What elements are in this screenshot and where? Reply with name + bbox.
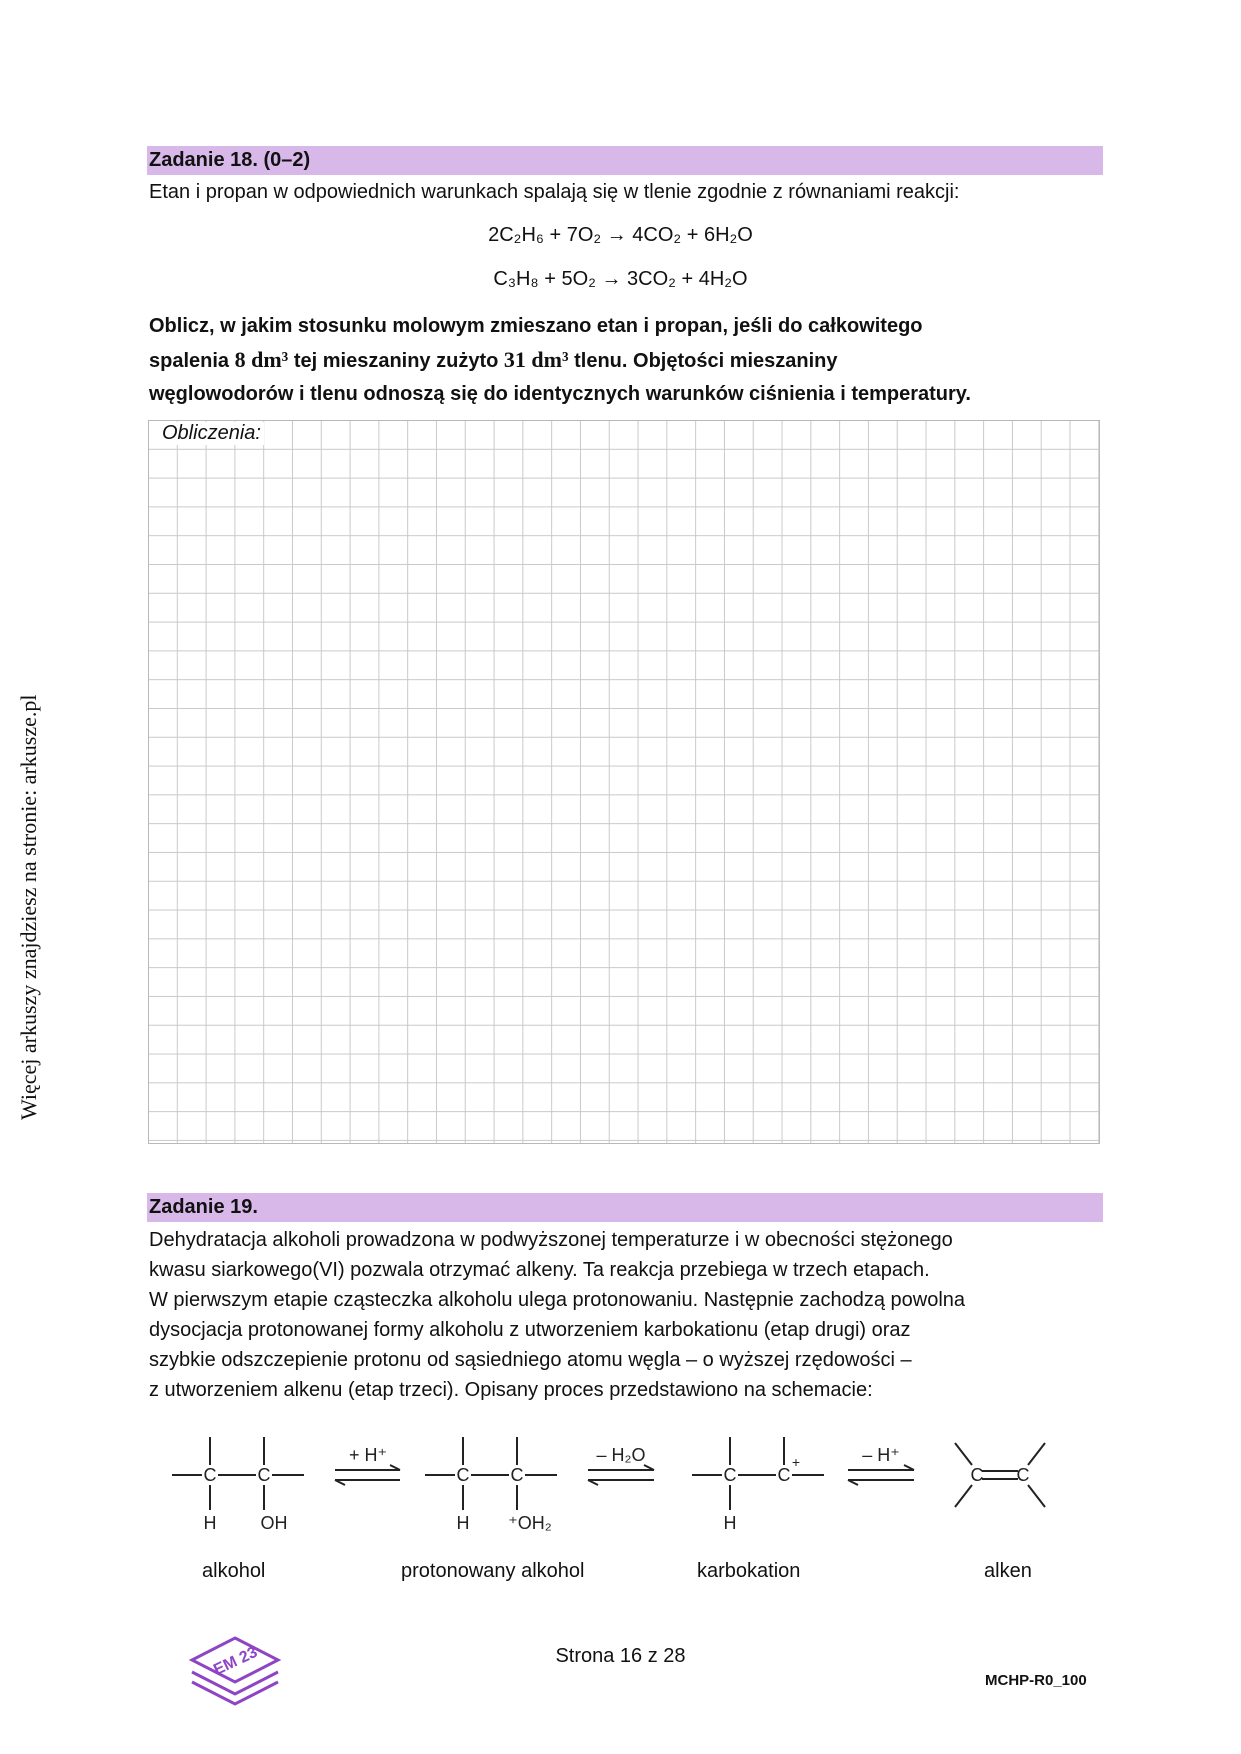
atom-h: H	[204, 1513, 217, 1533]
task18-question: Oblicz, w jakim stosunku molowym zmiesza…	[149, 310, 1109, 411]
task19-text: Dehydratacja alkoholi prowadzona w podwy…	[149, 1225, 1109, 1405]
atom-c: C	[511, 1465, 524, 1485]
label-alkene: alken	[984, 1560, 1032, 1582]
equation-propane: C₃H₈ + 5O₂ → 3CO₂ + 4H₂O	[493, 268, 748, 290]
question-line-2: spalenia 8 dm³ tej mieszaniny zużyto 31 …	[149, 343, 1109, 378]
task19-line: Dehydratacja alkoholi prowadzona w podwy…	[149, 1229, 953, 1251]
exam-code: MCHP-R0_100	[985, 1672, 1087, 1689]
question-line-3: węglowodorów i tlenu odnoszą się do iden…	[149, 383, 971, 405]
atom-c: C	[457, 1465, 470, 1485]
arrow-label-deproton: – H⁺	[862, 1445, 900, 1465]
q2-volume-oxygen: 31 dm³	[503, 347, 569, 372]
dehydration-scheme: C C H OH C C H ⁺OH₂ C C + H C C + H⁺ – H…	[172, 1437, 1046, 1533]
calc-label: Obliczenia:	[159, 422, 264, 445]
side-note: Więcej arkuszy znajdziesz na stronie: ar…	[12, 640, 52, 1120]
task19-line: szybkie odszczepienie protonu od sąsiedn…	[149, 1349, 912, 1371]
equation-ethane: 2C₂H₆ + 7O₂ → 4CO₂ + 6H₂O	[488, 224, 753, 246]
atom-h: H	[724, 1513, 737, 1533]
atom-c: C	[971, 1465, 984, 1485]
q2-volume-mixture: 8 dm³	[234, 347, 289, 372]
label-protonated-alcohol: protonowany alkohol	[401, 1560, 585, 1582]
q2c: tej mieszaniny zużyto	[288, 350, 504, 372]
label-alcohol: alkohol	[202, 1560, 266, 1582]
task19-line: z utworzeniem alkenu (etap trzeci). Opis…	[149, 1379, 873, 1401]
exam-logo: EM 23	[188, 1636, 282, 1706]
task19-line: kwasu siarkowego(VI) pozwala otrzymać al…	[149, 1259, 930, 1281]
atom-c: C	[204, 1465, 217, 1485]
side-note-text: Więcej arkuszy znajdziesz na stronie: ar…	[16, 694, 41, 1120]
task18-intro: Etan i propan w odpowiednich warunkach s…	[149, 181, 960, 203]
oh-group: OH	[261, 1513, 288, 1533]
task19-line: W pierwszym etapie cząsteczka alkoholu u…	[149, 1289, 966, 1311]
plus-charge: +	[792, 1454, 800, 1470]
page-number: Strona 16 z 28	[555, 1645, 686, 1667]
atom-c: C	[778, 1465, 791, 1485]
task19-header: Zadanie 19.	[147, 1193, 1103, 1222]
question-line-1: Oblicz, w jakim stosunku molowym zmiesza…	[149, 315, 923, 337]
oh2-group: ⁺OH₂	[508, 1513, 552, 1533]
arrow-label-water: – H₂O	[597, 1445, 646, 1465]
arrow-label-proton: + H⁺	[349, 1445, 387, 1465]
atom-c: C	[724, 1465, 737, 1485]
task18-header: Zadanie 18. (0–2)	[147, 146, 1103, 175]
q2e: tlenu. Objętości mieszaniny	[568, 350, 838, 372]
label-carbocation: karbokation	[697, 1560, 801, 1582]
atom-c: C	[258, 1465, 271, 1485]
atom-c: C	[1017, 1465, 1030, 1485]
atom-h: H	[457, 1513, 470, 1533]
task19-line: dysocjacja protonowanej formy alkoholu z…	[149, 1319, 911, 1341]
q2a: spalenia	[149, 350, 235, 372]
calculation-grid[interactable]	[148, 420, 1100, 1144]
